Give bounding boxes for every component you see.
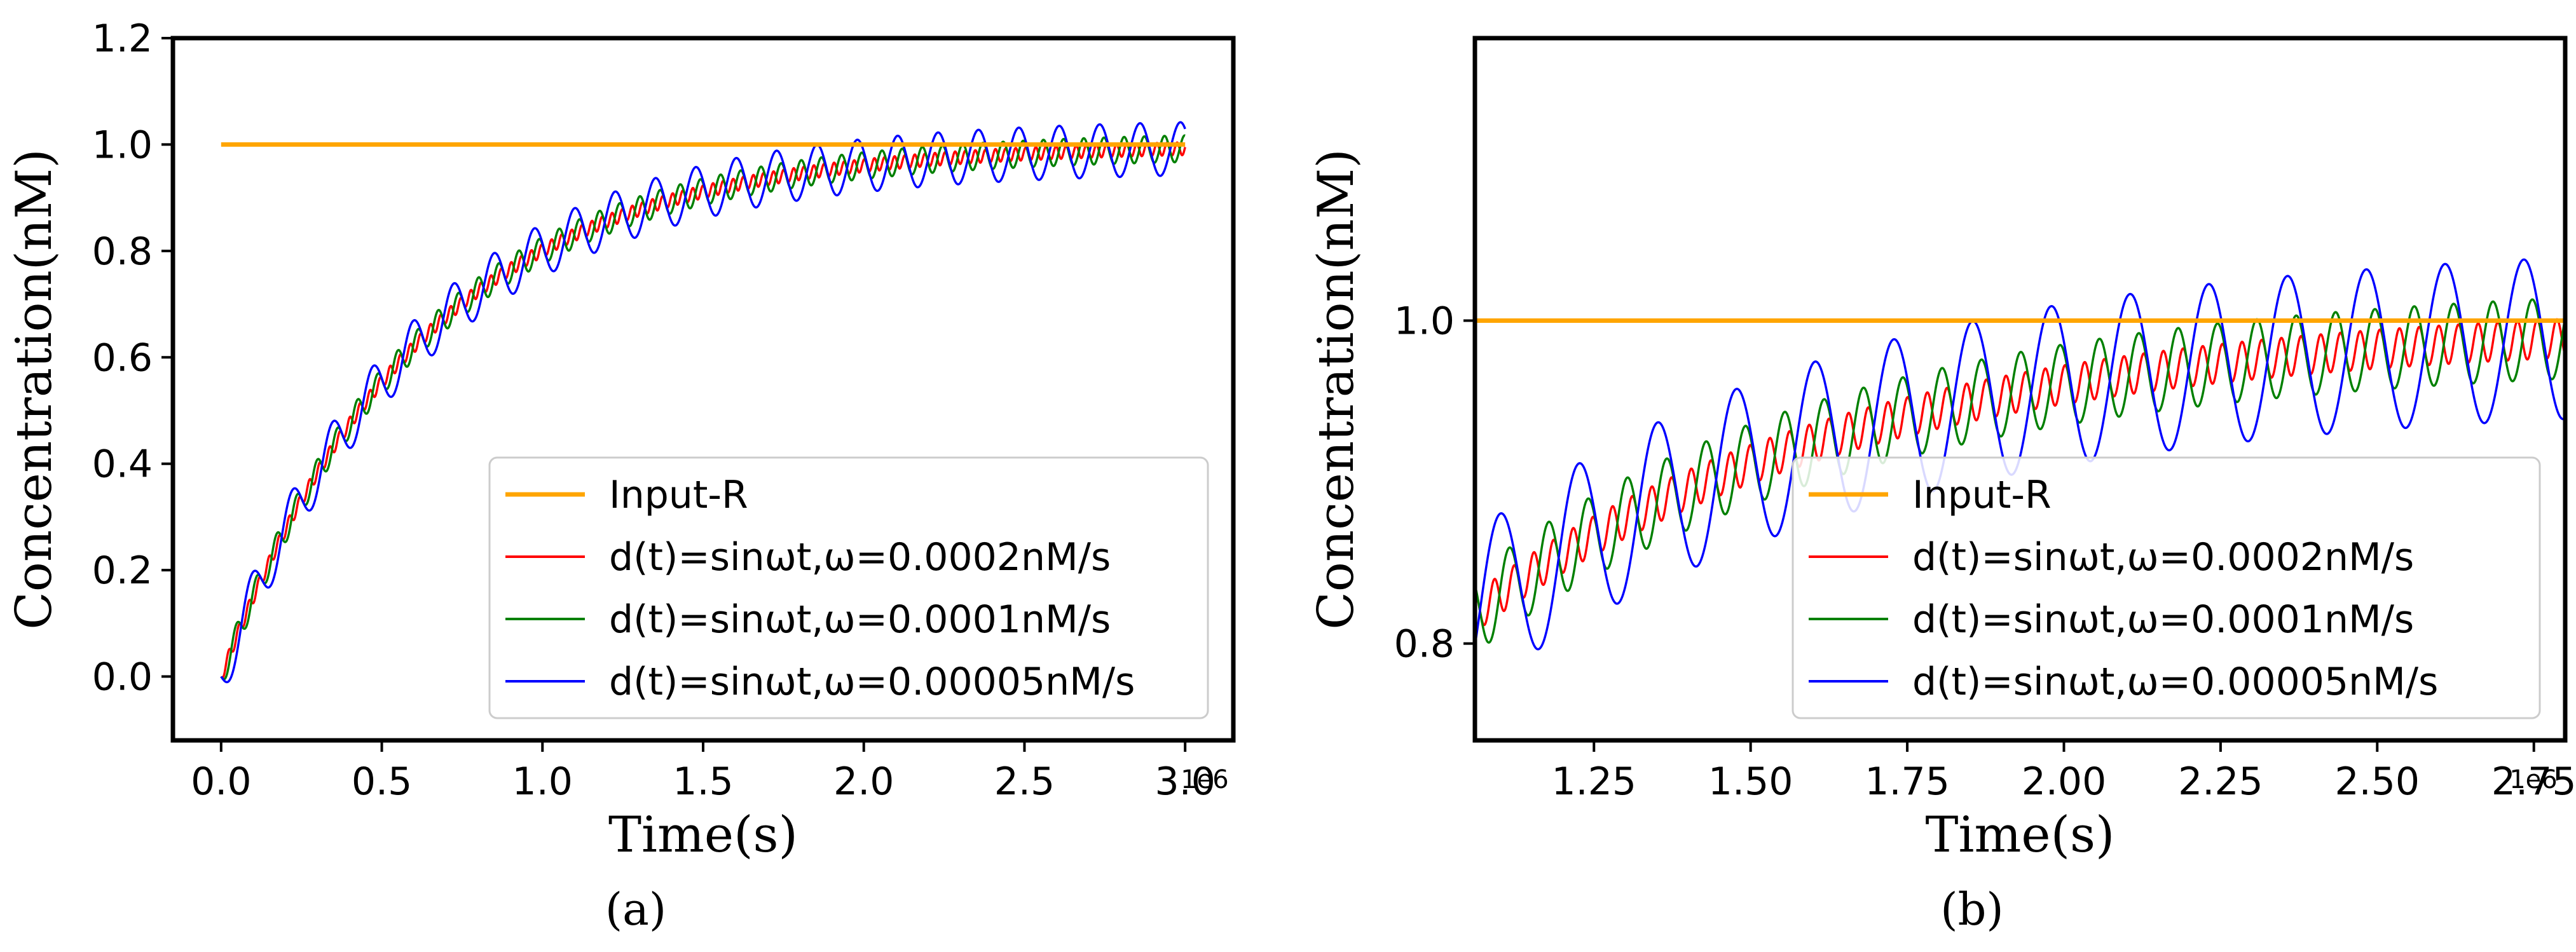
legend-label-a-3: d(t)=sinωt,ω=0.00005nM/s: [609, 660, 1135, 704]
plot-area-a: [220, 121, 1186, 684]
y-tick-label-a-6: 1.2: [92, 17, 153, 61]
series-line-a-3: [220, 121, 1186, 684]
x-tick-label-a-3: 1.5: [673, 759, 733, 804]
x-axis-title-b: Time(s): [1926, 806, 2115, 864]
x-offset-label-a: 1e6: [1181, 765, 1229, 794]
legend-label-a-2: d(t)=sinωt,ω=0.0001nM/s: [609, 597, 1111, 642]
y-tick-label-a-4: 0.8: [92, 229, 153, 274]
y-axis-title-a: Concentration(nM): [6, 149, 63, 630]
x-tick-label-a-5: 2.5: [994, 759, 1055, 804]
y-tick-label-a-5: 1.0: [92, 123, 153, 167]
series-line-b-3: [1475, 258, 2565, 651]
y-tick-label-b-1: 1.0: [1394, 299, 1455, 344]
x-tick-label-a-6: 3.0: [1154, 759, 1215, 804]
y-tick-label-b-0: 0.8: [1394, 622, 1455, 667]
x-axis-title-a: Time(s): [608, 806, 798, 864]
x-tick-label-b-1: 1.50: [1708, 759, 1793, 804]
panel-b-chart: 1.25 1.50 1.75 2.00 2.25 2.50 2.75 0.8 1.0 1e6 Tim…: [1308, 36, 2576, 935]
y-tick-label-a-1: 0.2: [92, 548, 153, 593]
panel-label-b: (b): [1940, 883, 2003, 935]
x-tick-label-b-3: 2.00: [2022, 759, 2107, 804]
x-tick-label-a-2: 1.0: [512, 759, 573, 804]
x-tick-label-b-4: 2.25: [2178, 759, 2263, 804]
legend-a: Input-R d(t)=sinωt,ω=0.0002nM/s d(t)=sinωt…: [488, 456, 1209, 719]
plot-area-b: [1475, 258, 2565, 651]
x-tick-label-a-4: 2.0: [833, 759, 894, 804]
x-tick-label-a-0: 0.0: [191, 759, 251, 804]
y-tick-label-a-2: 0.4: [92, 442, 153, 487]
x-tick-label-b-2: 1.75: [1865, 759, 1950, 804]
y-axis-title-b: Concentration(nM): [1308, 149, 1365, 630]
legend-box-b: [1792, 456, 2541, 719]
legend-label-b-1: d(t)=sinωt,ω=0.0002nM/s: [1912, 535, 2414, 580]
legend-label-a-1: d(t)=sinωt,ω=0.0002nM/s: [609, 535, 1111, 580]
legend-b: Input-R d(t)=sinωt,ω=0.0002nM/s d(t)=sinωt…: [1792, 456, 2541, 719]
series-line-b-2: [1475, 298, 2565, 644]
x-offset-label-b: 1e6: [2509, 765, 2558, 794]
legend-label-b-3: d(t)=sinωt,ω=0.00005nM/s: [1912, 660, 2438, 704]
x-tick-label-a-1: 0.5: [352, 759, 412, 804]
x-tick-label-b-5: 2.50: [2335, 759, 2420, 804]
x-tick-label-b-6: 2.75: [2491, 759, 2576, 804]
plot-frame-b: [1472, 36, 2568, 743]
panel-label-a: (a): [605, 883, 666, 935]
x-tick-label-b-0: 1.25: [1551, 759, 1636, 804]
legend-label-b-2: d(t)=sinωt,ω=0.0001nM/s: [1912, 597, 2414, 642]
legend-label-a-0: Input-R: [609, 473, 748, 517]
y-tick-label-a-0: 0.0: [92, 655, 153, 700]
legend-box-a: [488, 456, 1209, 719]
y-tick-label-a-3: 0.6: [92, 336, 153, 380]
panel-a-chart: 0.0 0.5 1.0 1.5 2.0 2.5 3.0 0.0 0.2 0.4 0.6 0.8 1.0 1…: [6, 17, 1236, 935]
legend-label-b-0: Input-R: [1912, 473, 2052, 517]
